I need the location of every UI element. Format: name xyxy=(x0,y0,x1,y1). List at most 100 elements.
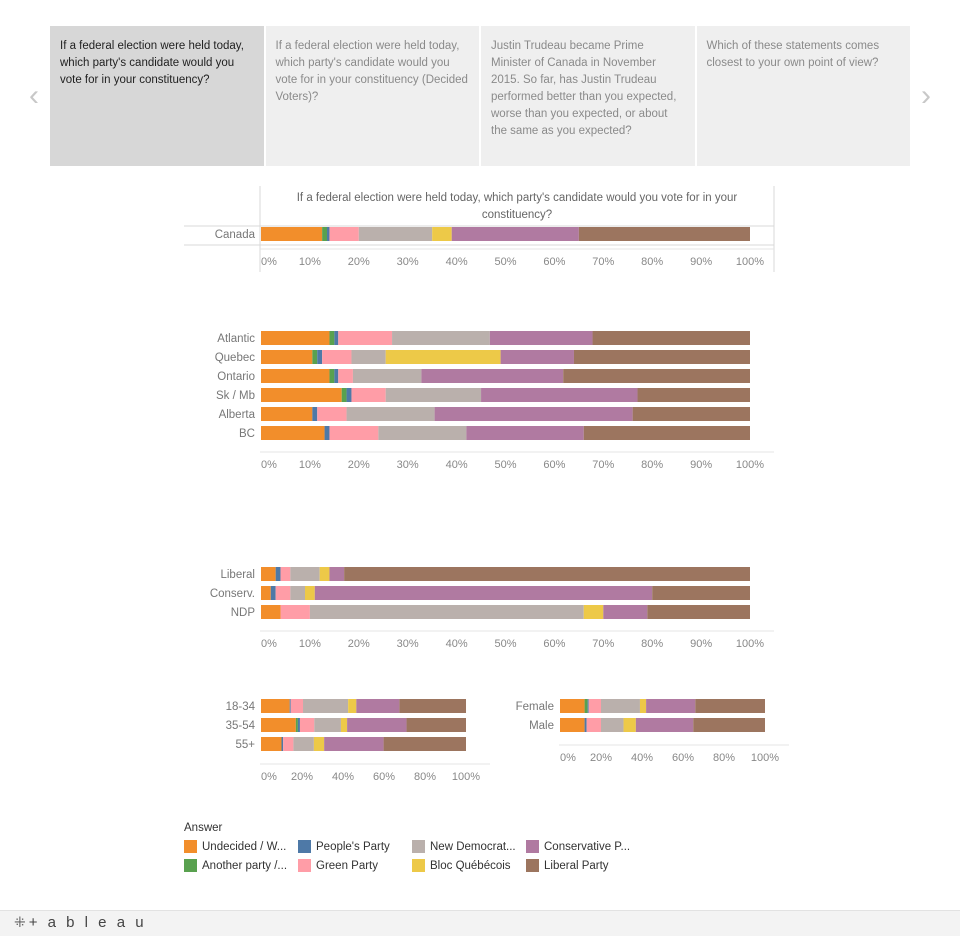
story-point-3[interactable]: Justin Trudeau became Prime Minister of … xyxy=(481,26,695,166)
bar-segment[interactable] xyxy=(584,718,587,732)
story-point-2[interactable]: If a federal election were held today, w… xyxy=(265,26,479,166)
bar-segment[interactable] xyxy=(434,407,633,421)
bar-segment[interactable] xyxy=(695,699,765,713)
bar-segment[interactable] xyxy=(573,350,750,364)
bar-segment[interactable] xyxy=(586,718,601,732)
bar-segment[interactable] xyxy=(466,426,584,440)
bar-segment[interactable] xyxy=(281,737,284,751)
bar-segment[interactable] xyxy=(351,388,386,402)
bar-segment[interactable] xyxy=(489,331,593,345)
bar-segment[interactable] xyxy=(635,718,694,732)
story-point-1[interactable]: If a federal election were held today, w… xyxy=(50,26,264,166)
bar-segment[interactable] xyxy=(293,737,314,751)
bar-segment[interactable] xyxy=(261,426,325,440)
bar-segment[interactable] xyxy=(290,586,306,600)
bar-segment[interactable] xyxy=(261,407,313,421)
legend-item[interactable]: Undecided / W... xyxy=(184,839,298,854)
bar-segment[interactable] xyxy=(647,605,750,619)
bar-segment[interactable] xyxy=(348,699,357,713)
bar-segment[interactable] xyxy=(421,369,564,383)
bar-segment[interactable] xyxy=(347,718,407,732)
bar-segment[interactable] xyxy=(356,699,400,713)
bar-segment[interactable] xyxy=(317,407,347,421)
bar-segment[interactable] xyxy=(261,388,342,402)
bar-segment[interactable] xyxy=(587,699,589,713)
bar-segment[interactable] xyxy=(275,567,281,581)
previous-story-arrow-icon[interactable]: ‹ xyxy=(29,79,39,112)
legend-item[interactable]: Green Party xyxy=(298,858,412,873)
bar-segment[interactable] xyxy=(378,426,467,440)
bar-segment[interactable] xyxy=(584,699,588,713)
legend-item[interactable]: Liberal Party xyxy=(526,858,640,873)
bar-segment[interactable] xyxy=(652,586,750,600)
bar-segment[interactable] xyxy=(338,331,393,345)
bar-segment[interactable] xyxy=(314,586,653,600)
bar-segment[interactable] xyxy=(334,369,339,383)
bar-segment[interactable] xyxy=(261,331,330,345)
legend-item[interactable]: Another party /... xyxy=(184,858,298,873)
bar-segment[interactable] xyxy=(385,388,482,402)
bar-segment[interactable] xyxy=(295,718,298,732)
bar-segment[interactable] xyxy=(601,718,624,732)
bar-segment[interactable] xyxy=(583,426,750,440)
bar-segment[interactable] xyxy=(399,699,467,713)
next-story-arrow-icon[interactable]: › xyxy=(921,79,931,112)
bar-segment[interactable] xyxy=(560,718,585,732)
bar-segment[interactable] xyxy=(432,227,452,241)
legend-item[interactable]: People's Party xyxy=(298,839,412,854)
bar-segment[interactable] xyxy=(385,350,501,364)
bar-segment[interactable] xyxy=(313,737,325,751)
bar-segment[interactable] xyxy=(324,737,384,751)
bar-segment[interactable] xyxy=(290,699,304,713)
story-point-4[interactable]: Which of these statements comes closest … xyxy=(696,26,910,166)
bar-segment[interactable] xyxy=(603,605,648,619)
bar-segment[interactable] xyxy=(329,567,345,581)
bar-segment[interactable] xyxy=(623,718,636,732)
bar-segment[interactable] xyxy=(261,605,281,619)
bar-segment[interactable] xyxy=(637,388,750,402)
bar-segment[interactable] xyxy=(346,407,435,421)
bar-segment[interactable] xyxy=(693,718,765,732)
bar-segment[interactable] xyxy=(261,737,282,751)
bar-segment[interactable] xyxy=(290,567,320,581)
bar-segment[interactable] xyxy=(601,699,640,713)
bar-segment[interactable] xyxy=(500,350,574,364)
bar-segment[interactable] xyxy=(383,737,466,751)
bar-segment[interactable] xyxy=(341,388,347,402)
bar-segment[interactable] xyxy=(588,699,601,713)
bar-segment[interactable] xyxy=(334,331,339,345)
bar-segment[interactable] xyxy=(351,350,386,364)
bar-segment[interactable] xyxy=(322,350,352,364)
bar-segment[interactable] xyxy=(338,369,353,383)
bar-segment[interactable] xyxy=(481,388,638,402)
bar-segment[interactable] xyxy=(583,605,604,619)
legend-item[interactable]: Bloc Québécois xyxy=(412,858,526,873)
bar-segment[interactable] xyxy=(329,331,335,345)
bar-segment[interactable] xyxy=(261,699,290,713)
bar-segment[interactable] xyxy=(406,718,466,732)
tableau-logo[interactable]: ⁜ + a b l e a u xyxy=(14,914,147,931)
bar-segment[interactable] xyxy=(632,407,750,421)
bar-segment[interactable] xyxy=(346,388,352,402)
legend-item[interactable]: New Democrat... xyxy=(412,839,526,854)
bar-segment[interactable] xyxy=(451,227,579,241)
bar-segment[interactable] xyxy=(261,350,313,364)
bar-segment[interactable] xyxy=(340,718,348,732)
bar-segment[interactable] xyxy=(639,699,647,713)
bar-segment[interactable] xyxy=(275,586,291,600)
bar-segment[interactable] xyxy=(329,426,379,440)
bar-segment[interactable] xyxy=(280,567,291,581)
bar-segment[interactable] xyxy=(309,605,584,619)
bar-segment[interactable] xyxy=(324,426,330,440)
bar-segment[interactable] xyxy=(261,227,323,241)
bar-segment[interactable] xyxy=(578,227,750,241)
bar-segment[interactable] xyxy=(297,718,300,732)
bar-segment[interactable] xyxy=(329,369,335,383)
bar-segment[interactable] xyxy=(646,699,696,713)
bar-segment[interactable] xyxy=(317,350,323,364)
bar-segment[interactable] xyxy=(592,331,750,345)
bar-segment[interactable] xyxy=(299,718,315,732)
bar-segment[interactable] xyxy=(344,567,750,581)
bar-segment[interactable] xyxy=(289,699,291,713)
bar-segment[interactable] xyxy=(327,227,330,241)
